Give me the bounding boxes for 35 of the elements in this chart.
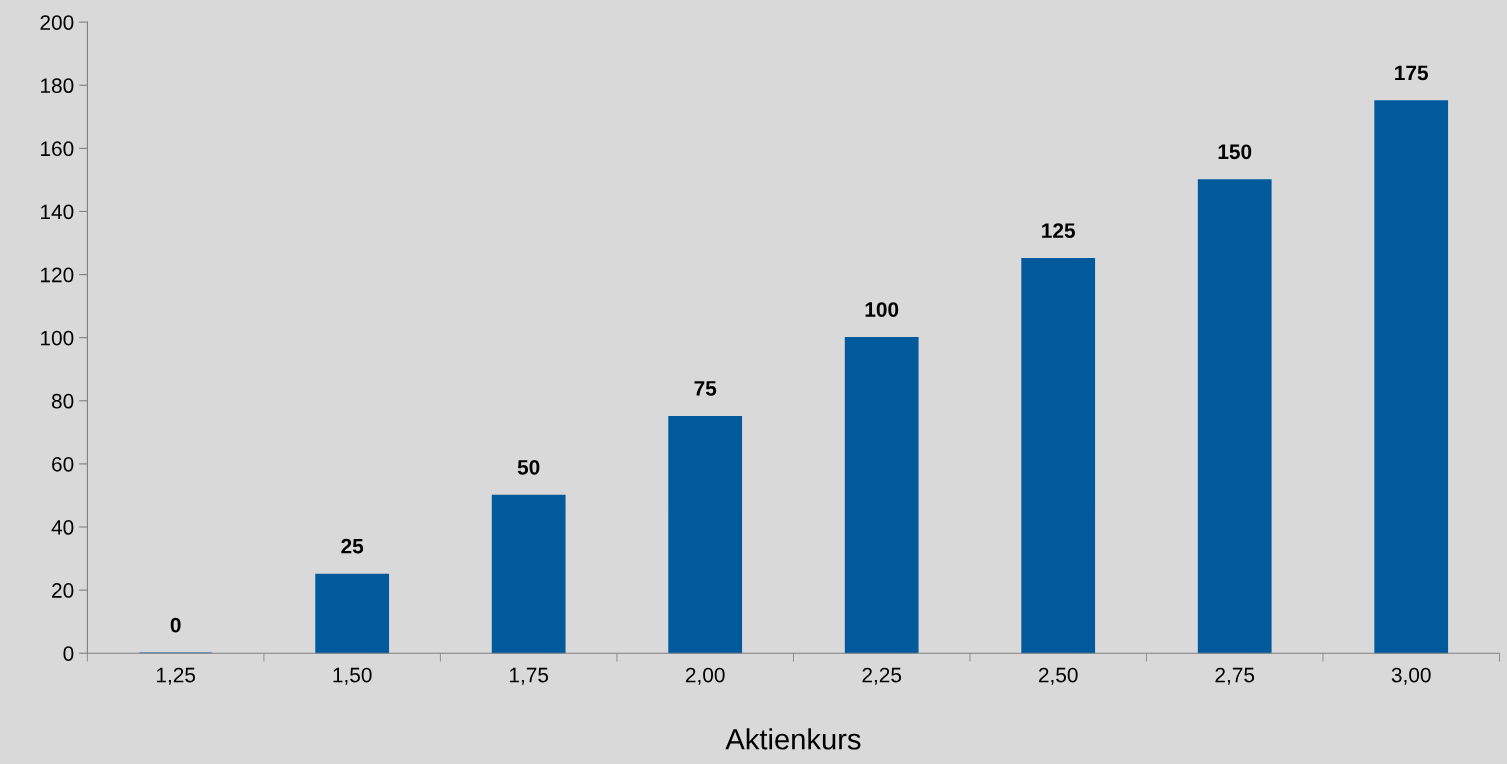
bar (1197, 179, 1272, 654)
data-label: 175 (1395, 65, 1429, 81)
y-tick-label: 200 (40, 15, 74, 30)
y-tick-label: 60 (52, 456, 74, 472)
y-tick-label: 80 (51, 393, 74, 409)
y-tick-label: 120 (41, 267, 74, 283)
y-tick-label: 20 (52, 583, 74, 598)
x-tick-label: 1,75 (509, 667, 549, 685)
bar (844, 336, 919, 654)
y-tick-label: 160 (41, 141, 74, 157)
x-axis-title: Aktienkurs (725, 728, 861, 750)
x-tick-label: 1,25 (156, 667, 196, 685)
y-tick-label: 100 (41, 330, 74, 346)
x-tick-label: 2,50 (1038, 667, 1078, 685)
data-label: 50 (517, 459, 540, 475)
x-tick-label: 2,25 (862, 667, 902, 685)
bar (491, 494, 566, 654)
x-tick-label: 1,50 (333, 667, 372, 685)
data-label: 125 (1042, 223, 1075, 239)
y-tick-label: 0 (63, 646, 74, 661)
data-label: 150 (1218, 144, 1252, 160)
x-tick-label: 2,75 (1215, 667, 1255, 685)
data-label: 25 (341, 538, 364, 554)
y-tick-label: 180 (41, 78, 74, 94)
bar (668, 415, 743, 654)
data-label: 75 (694, 381, 717, 396)
data-label: 0 (170, 617, 181, 633)
y-tick-label: 40 (51, 520, 74, 535)
bar (1021, 258, 1096, 654)
x-tick-label: 3,00 (1391, 667, 1431, 685)
x-tick-label: 2,00 (685, 667, 725, 685)
bar (315, 573, 390, 654)
y-tick-label: 140 (41, 204, 74, 220)
bar (1374, 100, 1449, 654)
data-label: 100 (865, 302, 899, 317)
